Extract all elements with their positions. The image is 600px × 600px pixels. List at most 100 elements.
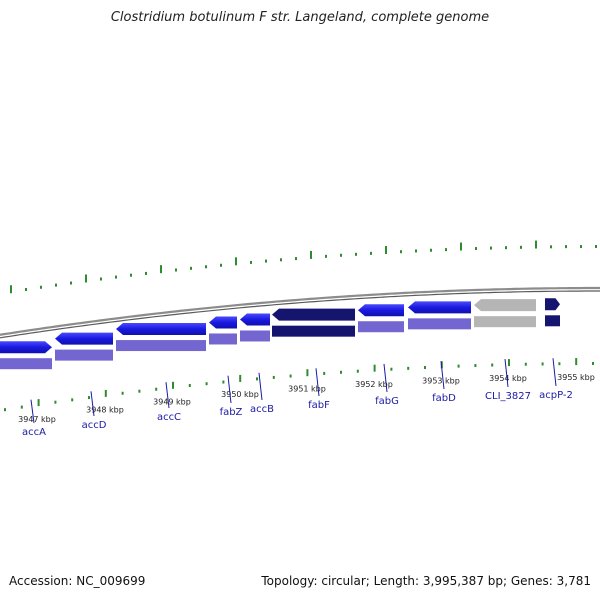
gene-accd[interactable] xyxy=(55,332,113,345)
gene-cli-3827[interactable] xyxy=(474,299,536,312)
gene-product-fabg xyxy=(358,321,404,333)
gc-mark xyxy=(520,245,522,249)
gene-product-fabd xyxy=(408,318,471,330)
genome-info-label: Topology: circular; Length: 3,995,387 bp… xyxy=(261,574,591,588)
gc-mark xyxy=(130,273,132,277)
gene-product-acpp-2 xyxy=(545,315,560,327)
gene-leader-line xyxy=(30,399,35,424)
gene-label-cli-3827[interactable]: CLI_3827 xyxy=(485,391,531,402)
scale-tick xyxy=(88,396,90,400)
backbone-line-outer xyxy=(0,286,600,336)
gene-label-accd[interactable]: accD xyxy=(82,420,107,431)
scale-tick xyxy=(424,366,426,370)
scale-tick xyxy=(474,364,477,368)
gc-mark xyxy=(265,259,267,263)
gene-label-fabf[interactable]: fabF xyxy=(308,400,330,411)
scale-tick xyxy=(558,362,561,366)
gc-mark xyxy=(460,242,462,251)
scale-tick xyxy=(356,369,359,373)
gene-fabg[interactable] xyxy=(358,304,404,317)
gene-label-accc[interactable]: accC xyxy=(157,412,181,423)
gc-mark xyxy=(565,245,567,249)
gc-mark xyxy=(205,265,207,269)
scale-tick xyxy=(289,374,292,378)
scale-tick xyxy=(592,362,594,366)
scale-tick xyxy=(323,371,326,375)
gc-mark xyxy=(535,240,537,249)
gene-label-fabd[interactable]: fabD xyxy=(432,393,456,404)
scale-tick xyxy=(138,389,141,393)
gc-mark xyxy=(190,266,192,270)
gc-mark xyxy=(10,285,12,294)
gc-mark xyxy=(490,246,492,250)
scale-label: 3947 kbp xyxy=(18,415,56,424)
scale-label: 3953 kbp xyxy=(422,376,460,385)
gene-product-fabf xyxy=(272,325,355,337)
scale-tick xyxy=(390,367,393,371)
gene-acca[interactable] xyxy=(0,341,52,354)
gc-mark xyxy=(250,260,252,264)
scale-tick xyxy=(256,377,258,381)
scale-tick xyxy=(205,382,208,386)
gene-product-acca xyxy=(0,358,52,370)
gene-fabz[interactable] xyxy=(209,316,237,329)
scale-tick xyxy=(524,362,527,366)
scale-tick xyxy=(491,363,494,367)
gc-mark xyxy=(295,257,297,261)
gene-leader-line xyxy=(165,382,170,409)
gene-track-upper xyxy=(0,298,560,354)
gc-mark xyxy=(550,245,552,249)
scale-tick xyxy=(575,358,578,366)
position-scale: 3947 kbp 3948 kbp 3949 kbp 3950 kbp 3951 kbp… xyxy=(4,358,595,424)
gene-leader-line xyxy=(552,358,557,387)
gene-leader-line xyxy=(440,361,445,390)
scale-tick xyxy=(340,370,342,374)
genome-backbone xyxy=(0,286,600,339)
gene-leader-line xyxy=(315,368,320,397)
scale-label: 3950 kbp xyxy=(221,390,259,399)
gene-accc[interactable] xyxy=(116,323,206,336)
gene-leader-line xyxy=(383,363,388,393)
gc-mark xyxy=(160,265,162,274)
gene-fabd[interactable] xyxy=(408,301,471,314)
gene-label-accb[interactable]: accB xyxy=(250,404,274,415)
gc-mark xyxy=(595,245,597,249)
gene-product-cli-3827 xyxy=(474,316,536,328)
scale-tick xyxy=(239,374,242,382)
gc-mark xyxy=(70,281,72,285)
gene-product-accc xyxy=(116,340,206,352)
gene-accb[interactable] xyxy=(240,313,270,326)
gc-mark xyxy=(355,252,357,256)
gene-label-acpp-2[interactable]: acpP-2 xyxy=(539,390,573,401)
scale-tick xyxy=(508,359,510,367)
gc-skew-track xyxy=(10,240,597,294)
scale-tick xyxy=(222,380,225,384)
scale-tick xyxy=(306,369,309,377)
gene-acpp-2[interactable] xyxy=(545,298,560,311)
backbone-line-inner xyxy=(0,290,600,339)
gene-leader-line xyxy=(258,372,263,401)
gene-product-accd xyxy=(55,349,113,361)
accession-label: Accession: NC_009699 xyxy=(9,574,146,588)
gc-mark xyxy=(25,287,27,291)
scale-tick xyxy=(188,383,191,387)
gc-mark xyxy=(580,245,582,249)
gene-label-acca[interactable]: accA xyxy=(22,427,46,438)
gene-label-fabz[interactable]: fabZ xyxy=(220,407,243,418)
scale-tick xyxy=(37,399,40,407)
gene-track-lower xyxy=(0,315,560,370)
gc-mark xyxy=(220,263,222,267)
gene-leader-line xyxy=(504,359,509,388)
gc-mark xyxy=(310,250,312,259)
gene-fabf[interactable] xyxy=(272,308,355,321)
scale-label: 3954 kbp xyxy=(489,374,527,383)
gene-leader-line xyxy=(227,375,232,404)
gene-labels: accA accD accC fabZ accB fabF fabG fabD CLI_3827… xyxy=(22,358,573,438)
scale-tick xyxy=(71,398,74,402)
gc-mark xyxy=(445,248,447,252)
gene-product-fabz xyxy=(209,333,237,345)
scale-tick xyxy=(172,381,174,389)
scale-label: 3948 kbp xyxy=(86,405,124,414)
gene-label-fabg[interactable]: fabG xyxy=(375,396,399,407)
